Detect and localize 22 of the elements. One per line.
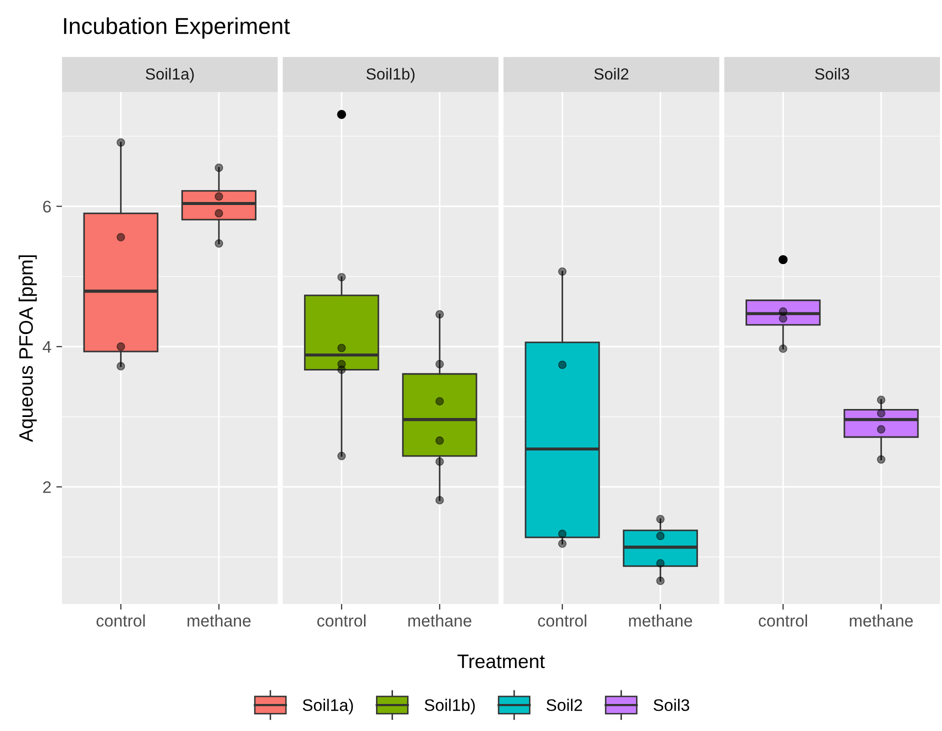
text: Treatment	[458, 654, 545, 668]
chart-title: Soil2	[594, 68, 628, 80]
x-tick-label: control	[317, 614, 366, 627]
y-tick-label: 6	[43, 200, 51, 213]
x-tick-label: control	[758, 614, 807, 627]
x-tick-label: methane	[629, 614, 692, 627]
chart-title: Soil3	[815, 68, 850, 80]
chart-title: Soil1a)	[146, 68, 194, 83]
x-tick-label: methane	[408, 614, 472, 627]
x-tick-label: control	[538, 614, 586, 627]
x-tick-label: control	[96, 614, 145, 627]
legend-label: Soil1a)	[302, 698, 353, 714]
y-tick-label: 2	[43, 481, 51, 493]
x-tick-label: methane	[188, 614, 251, 627]
y-tick-label: 4	[42, 341, 52, 353]
y-axis-title: Aqueous PFOA [ppm]	[18, 255, 37, 442]
x-tick-label: methane	[850, 614, 913, 627]
legend-label: Soil1b)	[424, 698, 475, 714]
text: Incubation Experiment	[64, 17, 290, 39]
legend-label: Soil2	[546, 698, 582, 712]
chart-title: Soil1b)	[366, 68, 414, 83]
legend-label: Soil3	[654, 698, 690, 712]
